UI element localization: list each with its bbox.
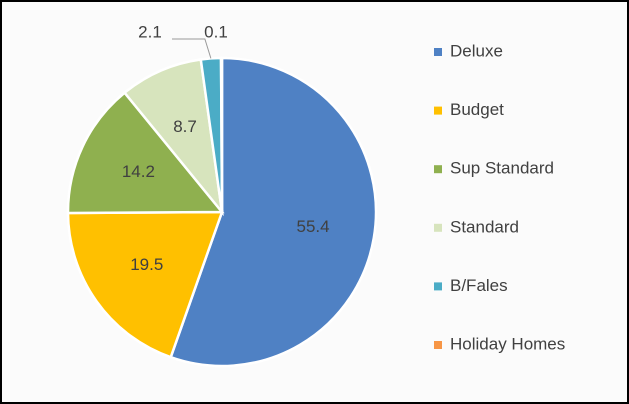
legend-marker [434,282,442,290]
data-label: 8.7 [173,117,197,136]
legend-label: Holiday Homes [450,334,565,353]
pie-slice [221,58,222,212]
legend-label: Deluxe [450,41,503,60]
legend-label: Sup Standard [450,159,554,178]
legend-label: Budget [450,100,504,119]
legend-marker [434,107,442,115]
legend-marker [434,224,442,232]
data-label: 0.1 [204,22,228,41]
chart: 55.4 19.5 14.2 8.7 2.1 0.1 Deluxe Budget Sup Sta… [0,0,629,404]
data-label: 19.5 [130,255,163,274]
data-label: 55.4 [297,217,330,236]
legend-marker [434,165,442,173]
legend-label: Standard [450,217,519,236]
legend-marker [434,48,442,56]
data-label: 2.1 [138,22,162,41]
data-label: 14.2 [122,162,155,181]
legend-label: B/Fales [450,276,508,295]
legend-marker [434,341,442,349]
